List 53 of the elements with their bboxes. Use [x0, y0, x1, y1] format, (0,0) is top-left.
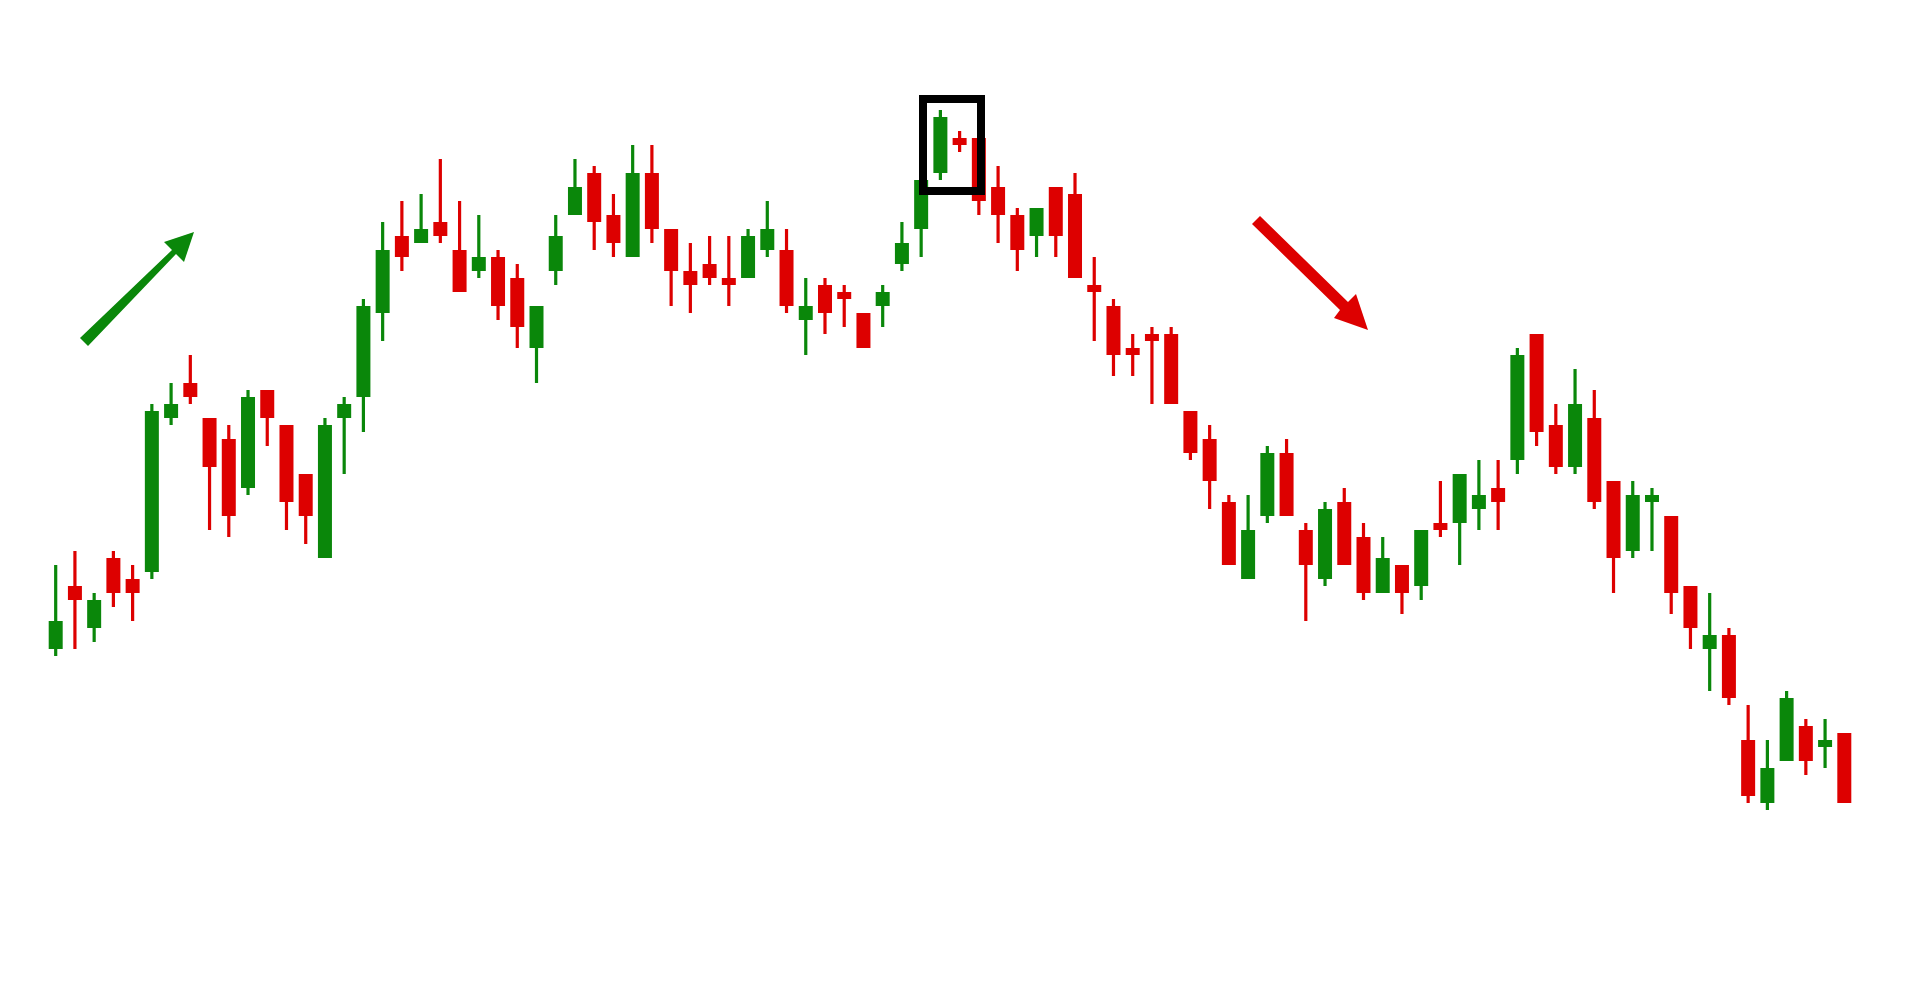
candlestick [1029, 206, 1044, 259]
candlestick [67, 549, 82, 651]
candlestick [875, 283, 890, 329]
candlestick [394, 199, 409, 273]
candlestick [414, 192, 429, 245]
candlestick [87, 591, 102, 644]
candlestick [856, 313, 871, 348]
candlestick [1087, 255, 1102, 343]
candlestick [433, 157, 448, 245]
candlestick [721, 234, 736, 308]
candlestick [1760, 738, 1775, 812]
candlestick [48, 563, 63, 658]
candlestick [1125, 332, 1140, 378]
candlestick [683, 241, 698, 315]
candlestick [991, 164, 1006, 245]
candlestick [1491, 458, 1506, 532]
candlestick [606, 192, 621, 259]
candlestick [164, 381, 179, 427]
candlestick [471, 213, 486, 280]
candlestick [529, 304, 544, 385]
candlestick [567, 157, 582, 217]
candlestick [1644, 486, 1659, 553]
candlestick [1683, 584, 1698, 651]
candlestick [760, 199, 775, 259]
candlestick [452, 199, 467, 294]
candlestick [798, 276, 813, 357]
candlestick [1010, 206, 1025, 273]
candlestick [1375, 535, 1390, 595]
candlestick [1798, 717, 1813, 777]
candlestick [106, 549, 121, 609]
candlestick [952, 129, 967, 154]
candlestick [337, 395, 352, 476]
candlestick [1298, 521, 1313, 623]
candlestick [664, 227, 679, 308]
candlestick [298, 472, 313, 546]
candlestick [125, 563, 140, 623]
candlestick [1818, 717, 1833, 770]
candlestick [1183, 409, 1198, 462]
candlestick [1471, 458, 1486, 532]
candlestick [548, 213, 563, 287]
candlestick [741, 227, 756, 280]
candlestick [817, 276, 832, 336]
candlestick [1433, 479, 1448, 539]
candlestick [1202, 423, 1217, 511]
candlestick [1548, 402, 1563, 476]
candlestick [1702, 591, 1717, 693]
candlestick [1144, 325, 1159, 406]
candlestick [183, 353, 198, 406]
candlestick [837, 283, 852, 329]
candlestick [894, 220, 909, 273]
candlestick [702, 234, 717, 287]
candlestick [260, 388, 275, 448]
candlestick [1394, 563, 1409, 616]
